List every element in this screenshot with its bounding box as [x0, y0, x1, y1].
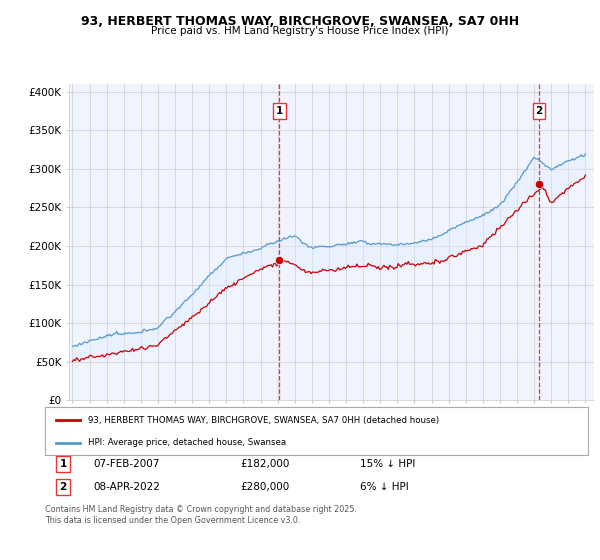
- Text: £280,000: £280,000: [240, 482, 289, 492]
- Text: 1: 1: [276, 106, 283, 116]
- Text: 93, HERBERT THOMAS WAY, BIRCHGROVE, SWANSEA, SA7 0HH (detached house): 93, HERBERT THOMAS WAY, BIRCHGROVE, SWAN…: [88, 416, 440, 425]
- Text: HPI: Average price, detached house, Swansea: HPI: Average price, detached house, Swan…: [88, 438, 287, 447]
- Text: 07-FEB-2007: 07-FEB-2007: [93, 459, 160, 469]
- Text: Contains HM Land Registry data © Crown copyright and database right 2025.
This d: Contains HM Land Registry data © Crown c…: [45, 505, 357, 525]
- Text: 6% ↓ HPI: 6% ↓ HPI: [360, 482, 409, 492]
- Text: 08-APR-2022: 08-APR-2022: [93, 482, 160, 492]
- Text: 1: 1: [59, 459, 67, 469]
- Text: £182,000: £182,000: [240, 459, 289, 469]
- Text: 2: 2: [59, 482, 67, 492]
- Text: Price paid vs. HM Land Registry's House Price Index (HPI): Price paid vs. HM Land Registry's House …: [151, 26, 449, 36]
- Text: 2: 2: [535, 106, 542, 116]
- Text: 15% ↓ HPI: 15% ↓ HPI: [360, 459, 415, 469]
- Text: 93, HERBERT THOMAS WAY, BIRCHGROVE, SWANSEA, SA7 0HH: 93, HERBERT THOMAS WAY, BIRCHGROVE, SWAN…: [81, 15, 519, 27]
